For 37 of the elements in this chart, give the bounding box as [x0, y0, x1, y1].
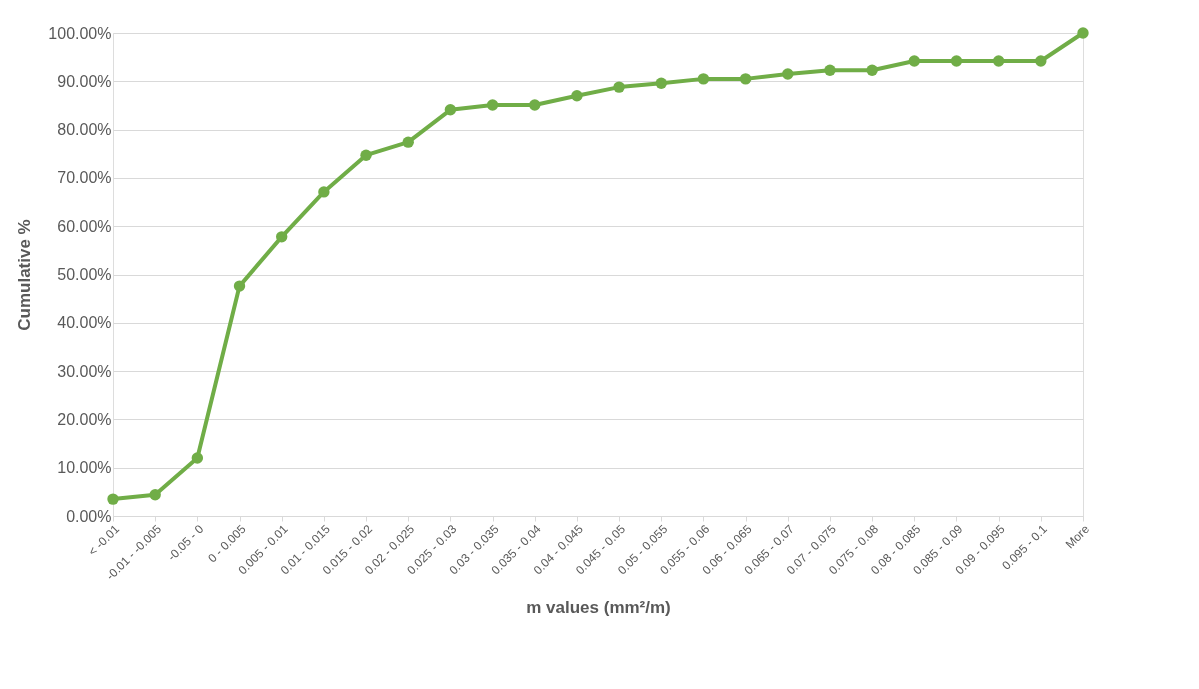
- point: [444, 104, 457, 116]
- y-tick-label: 30.00%: [57, 362, 112, 380]
- y-tick-label: 10.00%: [57, 459, 112, 477]
- y-tick-label: 100.00%: [48, 24, 112, 42]
- y-tick-label: 90.00%: [57, 72, 112, 90]
- point: [149, 489, 161, 501]
- x-axis-title: m values (mm²/m): [526, 598, 671, 618]
- y-tick-label: 60.00%: [57, 217, 112, 235]
- y-tick-label: 70.00%: [57, 169, 112, 187]
- point: [950, 55, 963, 67]
- point: [107, 493, 119, 505]
- y-tick-label: 20.00%: [57, 410, 112, 428]
- point: [866, 64, 878, 76]
- point: [360, 149, 372, 161]
- y-axis-title: Cumulative %: [15, 219, 35, 331]
- point: [1077, 27, 1089, 39]
- point: [739, 73, 752, 85]
- y-tick-label: 50.00%: [57, 266, 112, 283]
- point: [529, 99, 541, 111]
- point: [318, 186, 330, 198]
- y-tick-label: 40.00%: [57, 314, 112, 332]
- point: [992, 55, 1005, 67]
- y-tick-label: 0.00%: [66, 507, 112, 525]
- point: [233, 280, 246, 292]
- point: [571, 90, 583, 102]
- point: [824, 64, 836, 76]
- point: [1035, 55, 1047, 67]
- point: [486, 99, 499, 111]
- point: [191, 452, 204, 464]
- point: [402, 136, 414, 148]
- point: [275, 231, 288, 243]
- point: [697, 73, 710, 85]
- point: [908, 55, 921, 67]
- point: [782, 68, 794, 80]
- y-tick-label: 80.00%: [57, 121, 112, 139]
- point: [613, 81, 625, 93]
- point: [655, 77, 667, 89]
